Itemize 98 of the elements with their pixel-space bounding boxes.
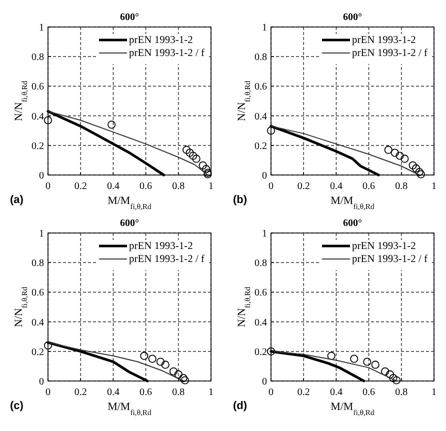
point [266, 347, 276, 356]
point [140, 352, 148, 360]
point [180, 376, 189, 384]
y-tick-label: 0.4 [32, 111, 44, 122]
legend-label: prEN 1993-1-2 / f [352, 48, 428, 59]
y-tick-label: 0 [39, 170, 44, 182]
y-tick-label: 0 [262, 170, 267, 182]
x-tick-label: 0.4 [106, 387, 120, 398]
y-tick-label: 0.2 [254, 140, 267, 152]
y-tick-label: 0.8 [32, 258, 44, 270]
legend-label: prEN 1993-1-2 [352, 241, 416, 252]
x-axis-title: M/M$_{fi,θ,Rd}$ [330, 401, 375, 416]
point [44, 116, 52, 124]
x-tick-label: 1 [208, 181, 214, 192]
point [371, 360, 380, 369]
point [198, 161, 207, 170]
y-tick-label: 1 [262, 22, 267, 34]
x-tick-label: 0.2 [297, 181, 310, 192]
point [189, 152, 198, 160]
point [386, 370, 394, 378]
y-tick-label: 0.6 [32, 82, 44, 93]
x-tick-label: 0.4 [106, 181, 120, 192]
y-tick-label: 1 [39, 228, 44, 240]
y-tick-label: 0.2 [32, 346, 44, 358]
chart-title: 600° [343, 12, 362, 23]
text: (b) [233, 194, 248, 206]
legend-label: prEN 1993-1-2 / f [129, 254, 206, 265]
legend-label: prEN 1993-1-2 / f [129, 48, 206, 59]
chart-title: 600° [120, 218, 139, 229]
legend-label: prEN 1993-1-2 [352, 35, 416, 46]
y-tick-label: 0.4 [254, 317, 267, 328]
chart-title: 600° [120, 12, 139, 23]
point [389, 374, 398, 382]
point [384, 146, 392, 154]
y-tick-label: 0 [39, 376, 44, 388]
x-tick-label: 1 [432, 387, 436, 398]
x-axis-title: M/M$_{fi,θ,Rd}$ [330, 195, 375, 210]
legend-label: prEN 1993-1-2 / f [352, 254, 428, 265]
point [108, 120, 116, 129]
x-axis-title: M/M$_{fi,θ,Rd}$ [108, 401, 152, 416]
x-tick-label: 0.2 [74, 387, 87, 398]
y-tick-label: 0.8 [254, 52, 267, 64]
legend-label: prEN 1993-1-2 [129, 35, 193, 46]
y-tick-label: 0.6 [254, 288, 267, 299]
point [381, 367, 390, 376]
point [390, 148, 399, 157]
point [148, 354, 156, 363]
x-tick-label: 0.8 [172, 387, 185, 398]
chart-title: 600° [343, 218, 362, 229]
point [161, 360, 170, 369]
x-tick-label: 0.6 [140, 181, 152, 192]
x-tick-label: 1 [432, 181, 436, 192]
text: (a) [10, 194, 24, 206]
point [182, 146, 191, 154]
point [174, 370, 182, 378]
y-tick-label: 0.2 [32, 140, 44, 152]
x-tick-label: 0.8 [172, 181, 185, 192]
y-tick-label: 0 [262, 376, 267, 388]
x-axis-title: M/M$_{fi,θ,Rd}$ [108, 195, 152, 210]
text: (d) [233, 400, 248, 412]
point [156, 358, 165, 366]
x-tick-label: 0.2 [297, 387, 310, 398]
y-tick-label: 0.6 [254, 82, 267, 93]
x-tick-label: 0.8 [395, 387, 408, 398]
x-tick-label: 1 [208, 387, 214, 398]
point [327, 352, 336, 360]
y-tick-label: 0.8 [32, 52, 44, 64]
point [400, 154, 409, 163]
point [363, 358, 372, 366]
y-tick-label: 0.4 [254, 111, 267, 122]
point [186, 148, 194, 157]
y-tick-label: 0.6 [32, 288, 44, 299]
x-tick-label: 0.6 [362, 387, 376, 398]
point [392, 376, 401, 384]
x-tick-label: 0.6 [362, 181, 376, 192]
y-tick-label: 1 [262, 228, 267, 240]
point [202, 165, 210, 174]
y-tick-label: 0.2 [254, 346, 267, 358]
text: (c) [10, 400, 24, 412]
point [396, 152, 404, 160]
y-tick-label: 0.4 [32, 317, 44, 328]
point [266, 126, 276, 135]
point [412, 164, 420, 172]
point [416, 170, 426, 178]
x-tick-label: 0.4 [330, 387, 342, 398]
y-tick-label: 0.8 [254, 258, 267, 270]
point [415, 168, 424, 176]
point [179, 374, 188, 382]
x-tick-label: 0.4 [330, 181, 342, 192]
point [408, 161, 417, 170]
point [192, 154, 200, 163]
x-tick-label: 0.8 [395, 181, 408, 192]
point [350, 354, 358, 363]
x-tick-label: 0.2 [74, 181, 87, 192]
y-tick-label: 1 [39, 22, 44, 34]
x-tick-label: 0.6 [140, 387, 152, 398]
point [169, 367, 178, 376]
legend-label: prEN 1993-1-2 [129, 241, 193, 252]
